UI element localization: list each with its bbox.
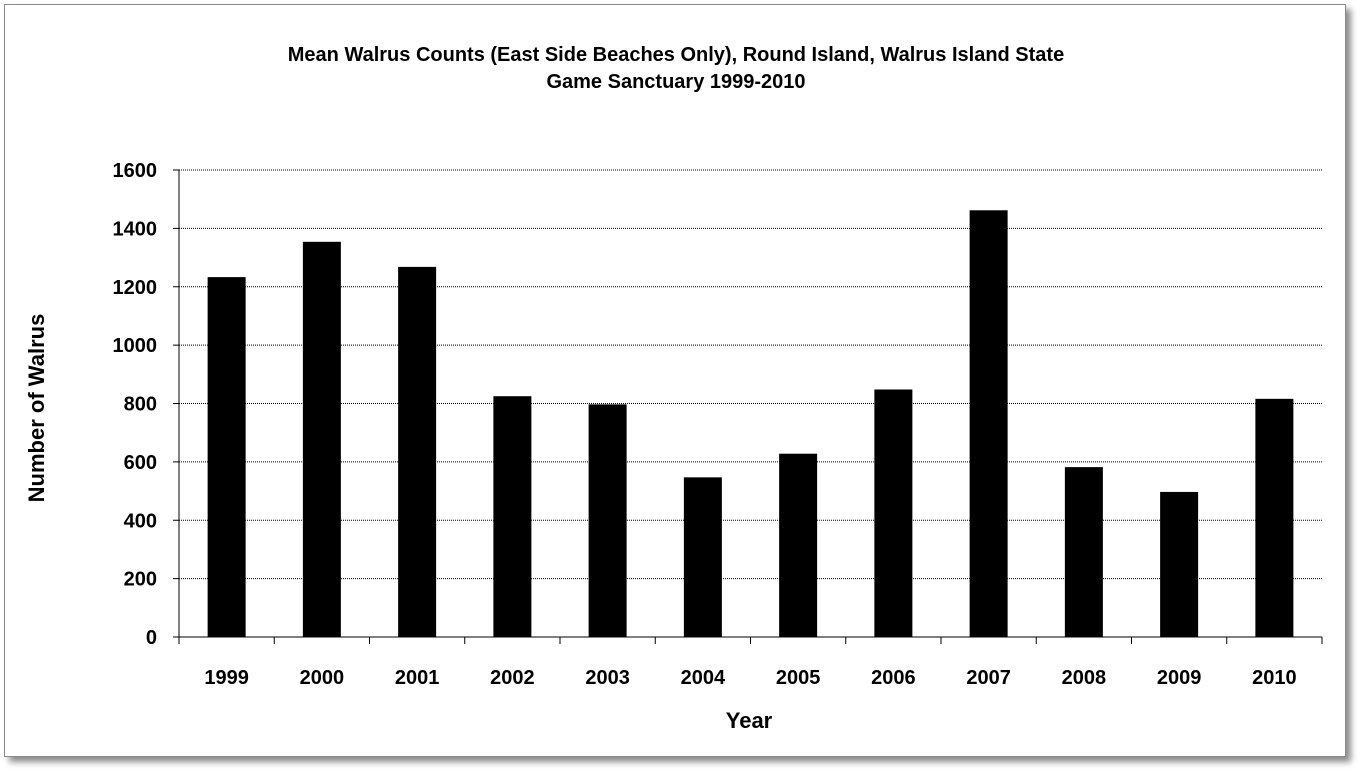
bar-2006 [874, 389, 913, 637]
x-tick-label: 2005 [776, 667, 821, 689]
x-tick-label: 2004 [681, 667, 726, 689]
bar-2002 [493, 396, 532, 637]
y-tick-label: 800 [124, 394, 157, 416]
x-tick-label: 2006 [871, 667, 916, 689]
x-tick-label: 2008 [1062, 667, 1107, 689]
x-axis-label: Year [726, 708, 773, 733]
gridlines [179, 169, 1322, 580]
y-tick-label: 1400 [113, 218, 158, 240]
bar-2001 [398, 266, 437, 637]
bar-2009 [1160, 491, 1199, 637]
bar-2008 [1064, 467, 1103, 637]
x-tick-label: 2007 [966, 667, 1011, 689]
bar-2004 [683, 477, 722, 637]
x-tick-labels: 1999 2000 2001 2002 2003 2004 2005 2006 2007 2008… [178, 637, 1323, 689]
y-tick-label: 600 [124, 452, 157, 474]
y-tick-labels: 0 200 400 600 800 1000 1200 1400 1600 [113, 160, 179, 649]
x-tick-label: 2001 [395, 667, 440, 689]
chart-title: Mean Walrus Counts (East Side Beaches On… [288, 44, 1064, 66]
y-tick-label: 400 [124, 510, 157, 532]
bar-2000 [302, 241, 341, 637]
x-tick-label: 2010 [1252, 667, 1297, 689]
bar-2003 [588, 404, 627, 637]
y-tick-label: 0 [146, 627, 157, 649]
x-tick-label: 2000 [300, 667, 345, 689]
x-tick-label: 2003 [585, 667, 630, 689]
axes [178, 170, 1322, 638]
bars [207, 210, 1294, 637]
y-tick-label: 1200 [113, 277, 158, 299]
y-tick-label: 1600 [113, 160, 158, 182]
y-tick-label: 200 [124, 569, 157, 591]
y-tick-label: 1000 [113, 335, 158, 357]
x-tick-label: 2002 [490, 667, 535, 689]
y-axis-label: Number of Walrus [24, 314, 49, 503]
x-tick-label: 2009 [1157, 667, 1202, 689]
bar-2010 [1255, 398, 1294, 637]
chart-subtitle: Game Sanctuary 1999-2010 [546, 71, 805, 93]
x-tick-label: 1999 [204, 667, 249, 689]
bar-2007 [969, 210, 1008, 637]
bar-1999 [207, 277, 246, 637]
bar-2005 [779, 453, 818, 637]
